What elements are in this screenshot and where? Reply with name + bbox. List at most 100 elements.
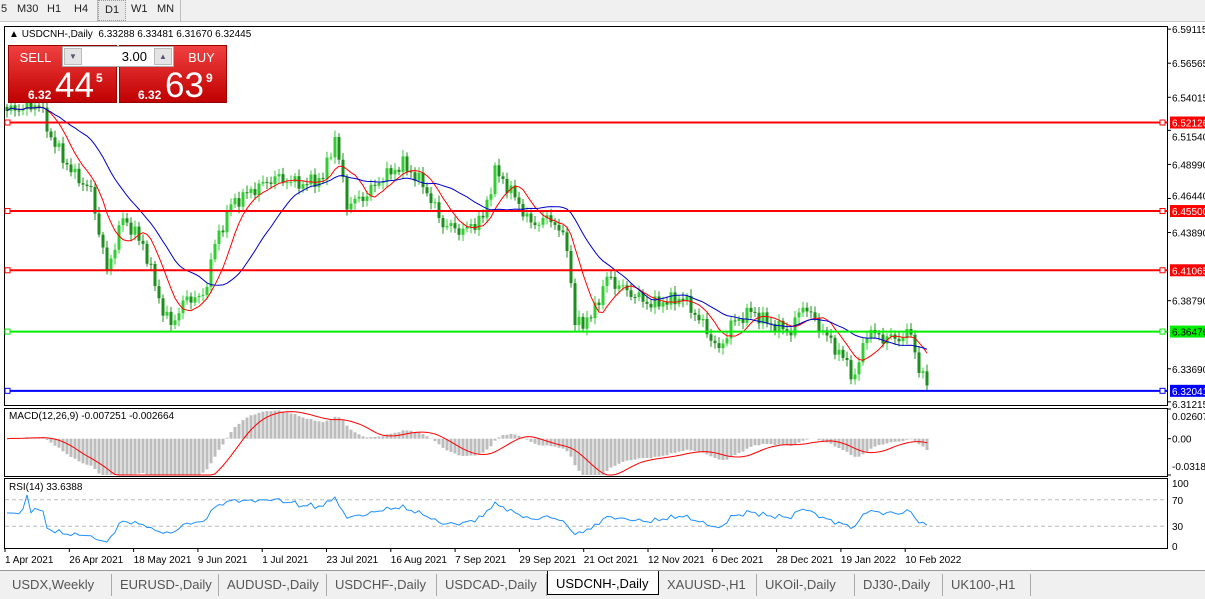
macd-histogram-bar [577,438,581,471]
candle-body [597,302,601,306]
candle-body [125,218,129,223]
candle-body [601,286,605,306]
macd-histogram-bar [473,438,477,456]
candle-body [557,224,561,231]
x-tick-label: 1 Apr 2021 [5,555,54,566]
macd-histogram-bar [641,438,645,459]
x-tick-label: 28 Dec 2021 [777,555,834,566]
decrease-lot-icon[interactable]: ▼ [64,48,82,65]
candle-body [397,169,401,172]
candle-body [473,224,477,230]
candle-body [413,172,417,181]
candle-body [105,247,109,270]
macd-histogram-bar [297,416,301,439]
chart-tab[interactable]: DJ30-,Daily [855,574,943,596]
candle-body [829,335,833,338]
macd-histogram-bar [273,410,277,439]
macd-histogram-bar [529,438,533,442]
macd-title: MACD(12,26,9) -0.007251 -0.002664 [9,411,175,422]
timeframe-m30[interactable]: M30 [17,3,39,15]
macd-histogram-bar [477,438,481,454]
chart-tab[interactable]: AUDUSD-,Daily [219,574,327,596]
candle-body [149,263,153,265]
candle-body [693,312,697,315]
candle-body [605,276,609,287]
chart-tab[interactable]: USDCNH-,Daily [547,571,659,595]
level-handle [1159,387,1166,394]
collapse-triangle-icon[interactable]: ▲ [9,29,19,40]
macd-signal-line [6,411,928,476]
chart-tab[interactable]: USDCAD-,Daily [437,574,547,596]
macd-tick-label: 0.02607 [1172,412,1205,423]
timeframe-h4[interactable]: H4 [74,3,89,15]
macd-histogram-bar [189,438,193,475]
macd-histogram-bar [733,438,737,456]
macd-histogram-bar [701,438,705,453]
candle-body [457,228,461,235]
candle-body [249,188,253,193]
chart-tab[interactable]: USDX,Weekly [4,574,112,596]
macd-histogram-bar [217,438,221,450]
chart-tab[interactable]: UKOil-,Daily [757,574,855,596]
candle-body [5,106,9,111]
candle-body [581,316,585,329]
chart-tab[interactable]: EURUSD-,Daily [112,574,219,596]
lot-size-value[interactable]: 3.00 [121,49,147,64]
macd-histogram-bar [877,438,881,445]
candle-body [513,185,517,198]
increase-lot-icon[interactable]: ▲ [154,48,172,65]
candle-body [261,181,265,184]
candle-body [465,226,469,229]
timeframe-w1[interactable]: W1 [131,3,148,15]
macd-histogram-bar [837,438,841,449]
candle-body [541,218,545,225]
macd-histogram-bar [253,414,257,439]
candle-body [645,301,649,304]
macd-histogram-bar [233,426,237,439]
macd-histogram-bar [821,438,825,442]
chart-tab[interactable]: UK100-,H1 [943,574,1031,596]
y-tick-label: 6.48990 [1172,160,1205,171]
macd-histogram-bar [525,438,529,440]
candle-body [561,230,565,233]
candle-body [869,329,873,339]
macd-histogram-bar [125,438,129,475]
price-chart[interactable]: 6.59115 6.56565 6.54015 6.51540 6.48990 6.464… [0,22,1205,570]
candle-body [853,374,857,380]
candle-body [69,164,73,173]
candle-body [741,318,745,323]
ma-fast-line [6,106,928,361]
candle-body [317,178,321,187]
macd-histogram-bar [541,438,545,446]
macd-histogram-bar [289,413,293,439]
macd-histogram-bar [489,438,493,447]
macd-histogram-bar [101,438,105,475]
candle-body [545,215,549,219]
candle-body [161,298,165,316]
candle-body [889,334,893,337]
chart-tab[interactable]: USDCHF-,Daily [327,574,437,596]
chart-tab[interactable]: XAUUSD-,H1 [659,574,757,596]
candle-body [229,204,233,211]
timeframe-h1[interactable]: H1 [47,3,62,15]
x-tick-label: 10 Feb 2022 [905,555,962,566]
timeframe-d1[interactable]: D1 [98,0,127,21]
macd-histogram-bar [697,438,701,453]
x-tick-label: 26 Apr 2021 [69,555,123,566]
candle-body [713,340,717,344]
macd-histogram-bar [745,438,749,449]
level-handle [1159,328,1166,335]
macd-histogram-bar [433,438,437,442]
candle-body [789,330,793,336]
macd-histogram-bar [885,438,889,444]
macd-histogram-bar [333,416,337,439]
macd-histogram-bar [325,420,329,439]
macd-histogram-bar [761,438,765,444]
timeframe-mn[interactable]: MN [157,3,175,15]
timeframe-m15[interactable]: 5 [1,3,8,15]
macd-histogram-bar [265,411,269,439]
macd-histogram-bar [437,438,441,445]
macd-histogram-bar [537,438,541,446]
lot-size-field[interactable]: ▼ 3.00 ▲ [62,46,174,67]
macd-histogram-bar [241,420,245,439]
